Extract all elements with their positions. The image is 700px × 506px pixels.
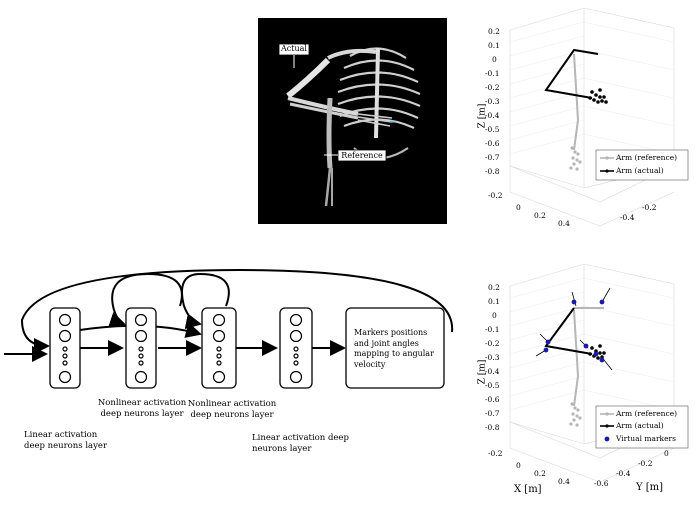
y-tick: -0.2 xyxy=(642,203,657,212)
z-tick: -0.1 xyxy=(485,325,500,334)
output-box-text: Markers positions and joint angles mappi… xyxy=(354,328,434,369)
label-linear-layer-2: Linear activation deep neurons layer xyxy=(252,433,349,454)
x-tick: 0.4 xyxy=(558,477,570,486)
network-diagram xyxy=(4,268,454,389)
x-tick: -0.2 xyxy=(488,449,503,458)
label-linear-layer-1: Linear activation deep neurons layer xyxy=(24,430,108,451)
z-tick: -0.7 xyxy=(485,153,500,162)
plot-bottom-x-label: X [m] xyxy=(514,484,542,495)
z-tick: 0.2 xyxy=(488,283,500,292)
z-tick: -0.8 xyxy=(485,167,500,176)
z-tick: 0 xyxy=(492,55,497,64)
plot-bottom-3d xyxy=(509,263,689,483)
label-nonlinear-layer-1: Nonlinear activation deep neurons layer xyxy=(97,398,187,419)
z-tick: -0.5 xyxy=(485,125,500,134)
z-tick: -0.5 xyxy=(485,381,500,390)
legend-actual: Arm (actual) xyxy=(616,421,664,430)
z-tick: 0.2 xyxy=(488,27,500,36)
z-tick: -0.6 xyxy=(485,395,500,404)
z-tick: -0.8 xyxy=(485,423,500,432)
x-tick: 0 xyxy=(516,203,521,212)
plot-top-3d xyxy=(509,7,689,227)
z-tick: -0.4 xyxy=(485,111,500,120)
z-tick: -0.3 xyxy=(485,97,500,106)
y-tick: -0.4 xyxy=(616,469,631,478)
z-tick: 0.1 xyxy=(488,41,500,50)
plot-bottom-y-label: Y [m] xyxy=(636,482,664,493)
z-tick: -0.6 xyxy=(485,139,500,148)
z-tick: 0.1 xyxy=(488,297,500,306)
skeleton-render xyxy=(258,18,447,224)
label-actual: Actual xyxy=(281,44,307,53)
y-tick: 0 xyxy=(664,449,669,458)
legend-reference: Arm (reference) xyxy=(616,409,678,418)
label-nonlinear-layer-2: Nonlinear activation deep neurons layer xyxy=(187,399,277,420)
x-tick: 0.2 xyxy=(534,469,546,478)
x-tick: 0.2 xyxy=(534,211,546,220)
z-tick: 0 xyxy=(492,311,497,320)
legend-reference: Arm (reference) xyxy=(616,153,678,162)
z-tick: -0.2 xyxy=(485,339,500,348)
x-tick: -0.2 xyxy=(488,191,503,200)
z-tick: -0.4 xyxy=(485,367,500,376)
z-tick: -0.1 xyxy=(485,69,500,78)
legend-virtual-markers: Virtual markers xyxy=(616,434,676,443)
y-tick: -0.4 xyxy=(620,213,635,222)
label-reference: Reference xyxy=(341,151,383,160)
z-tick: -0.2 xyxy=(485,83,500,92)
z-tick: -0.7 xyxy=(485,409,500,418)
legend-actual: Arm (actual) xyxy=(616,166,664,175)
y-tick: -0.2 xyxy=(638,459,653,468)
y-tick: -0.6 xyxy=(594,479,609,488)
z-tick: -0.3 xyxy=(485,353,500,362)
x-tick: 0.4 xyxy=(558,219,570,228)
x-tick: 0 xyxy=(516,461,521,470)
